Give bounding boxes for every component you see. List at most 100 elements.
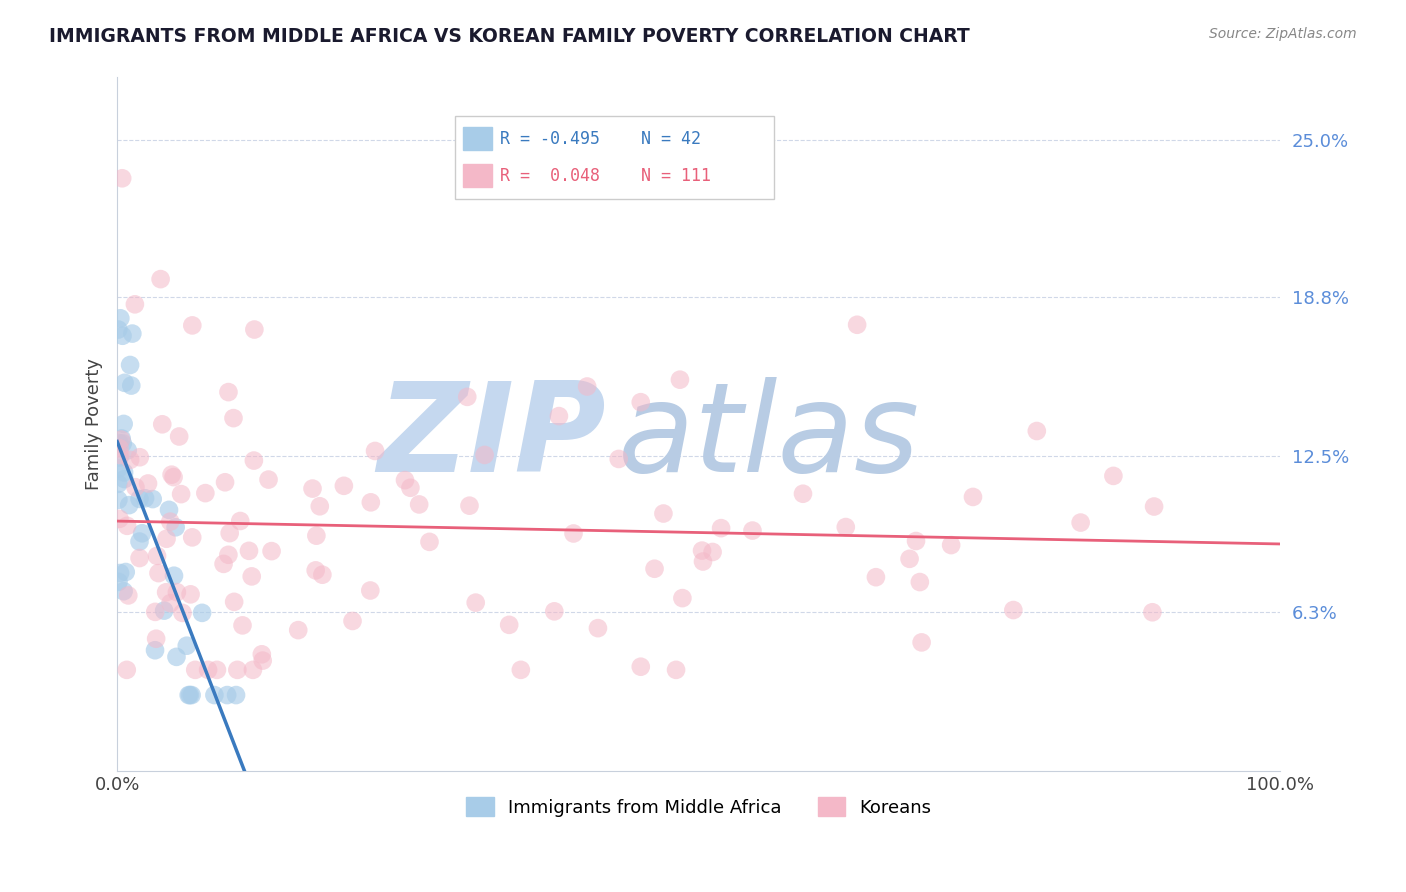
- Point: [474, 448, 496, 462]
- Point: [1070, 516, 1092, 530]
- Point: [305, 529, 328, 543]
- Bar: [463, 128, 492, 150]
- Point: [120, 358, 142, 372]
- Point: [243, 453, 266, 467]
- Point: [644, 562, 666, 576]
- Point: [287, 623, 309, 637]
- Point: [143, 643, 166, 657]
- Point: [166, 649, 188, 664]
- Text: atlas: atlas: [617, 377, 920, 499]
- Point: [792, 487, 814, 501]
- Point: [146, 549, 169, 563]
- Point: [157, 503, 180, 517]
- Point: [305, 563, 328, 577]
- Point: [217, 548, 239, 562]
- Point: [359, 583, 381, 598]
- Point: [408, 498, 430, 512]
- Point: [112, 584, 135, 599]
- Point: [835, 520, 858, 534]
- Point: [121, 326, 143, 341]
- Point: [112, 472, 135, 486]
- Point: [498, 618, 520, 632]
- Point: [607, 452, 630, 467]
- Point: [110, 433, 132, 447]
- Point: [184, 663, 207, 677]
- Point: [117, 443, 139, 458]
- Point: [562, 526, 585, 541]
- Point: [669, 373, 692, 387]
- Point: [108, 512, 131, 526]
- Point: [181, 530, 204, 544]
- Text: N = 111: N = 111: [641, 167, 710, 185]
- Text: Source: ZipAtlas.com: Source: ZipAtlas.com: [1209, 27, 1357, 41]
- Point: [962, 490, 984, 504]
- Point: [342, 614, 364, 628]
- Point: [108, 448, 131, 462]
- Text: N = 42: N = 42: [641, 130, 700, 148]
- Point: [543, 604, 565, 618]
- Point: [364, 444, 387, 458]
- Point: [108, 436, 131, 450]
- Point: [107, 476, 129, 491]
- Point: [257, 473, 280, 487]
- Point: [509, 663, 531, 677]
- Point: [1002, 603, 1025, 617]
- Point: [136, 476, 159, 491]
- Point: [238, 544, 260, 558]
- Point: [1025, 424, 1047, 438]
- Point: [159, 515, 181, 529]
- Point: [163, 568, 186, 582]
- Point: [166, 585, 188, 599]
- Point: [131, 526, 153, 541]
- Point: [225, 688, 247, 702]
- Point: [167, 429, 190, 443]
- Point: [222, 411, 245, 425]
- Point: [143, 605, 166, 619]
- Point: [191, 606, 214, 620]
- Point: [107, 461, 129, 475]
- Point: [710, 521, 733, 535]
- Point: [205, 663, 228, 677]
- Bar: [463, 164, 492, 187]
- Y-axis label: Family Poverty: Family Poverty: [86, 358, 103, 490]
- Text: R = -0.495: R = -0.495: [501, 130, 600, 148]
- Point: [176, 639, 198, 653]
- Point: [665, 663, 688, 677]
- Point: [548, 409, 571, 423]
- Point: [399, 481, 422, 495]
- Point: [134, 491, 156, 506]
- Point: [1102, 469, 1125, 483]
- Point: [333, 479, 356, 493]
- Point: [418, 534, 440, 549]
- Point: [242, 663, 264, 677]
- Point: [145, 632, 167, 646]
- Point: [214, 475, 236, 490]
- Text: IMMIGRANTS FROM MIDDLE AFRICA VS KOREAN FAMILY POVERTY CORRELATION CHART: IMMIGRANTS FROM MIDDLE AFRICA VS KOREAN …: [49, 27, 970, 45]
- Point: [112, 417, 135, 431]
- Point: [630, 395, 652, 409]
- Point: [180, 688, 202, 702]
- Point: [692, 555, 714, 569]
- Point: [111, 171, 134, 186]
- Point: [464, 596, 486, 610]
- Point: [910, 635, 932, 649]
- Point: [360, 495, 382, 509]
- Point: [394, 473, 416, 487]
- Point: [120, 378, 142, 392]
- Point: [308, 500, 330, 514]
- Point: [155, 532, 177, 546]
- Point: [250, 648, 273, 662]
- Point: [846, 318, 869, 332]
- Point: [124, 297, 146, 311]
- Point: [939, 538, 962, 552]
- Point: [112, 466, 135, 480]
- Text: R =  0.048: R = 0.048: [501, 167, 600, 185]
- Point: [107, 492, 129, 507]
- Point: [226, 663, 249, 677]
- Point: [115, 518, 138, 533]
- Point: [172, 606, 194, 620]
- Point: [170, 487, 193, 501]
- Point: [124, 480, 146, 494]
- Point: [108, 442, 131, 456]
- Point: [155, 585, 177, 599]
